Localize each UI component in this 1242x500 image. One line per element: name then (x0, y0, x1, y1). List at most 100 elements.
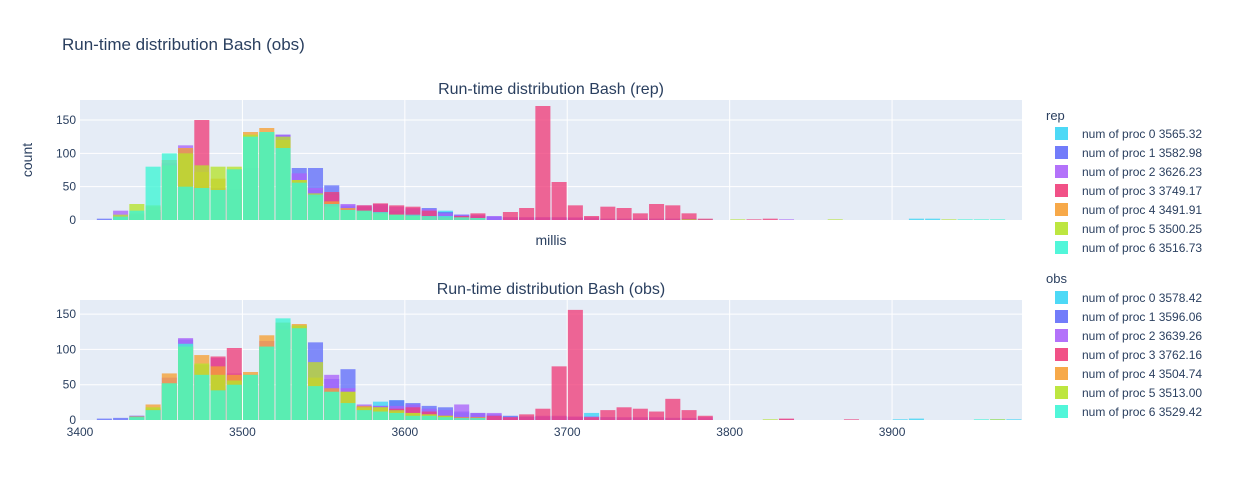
bar-obs-series-6[interactable] (324, 391, 340, 420)
bar-rep-series-1[interactable] (96, 218, 112, 220)
bar-obs-series-3[interactable] (486, 415, 502, 420)
bar-rep-series-6[interactable] (356, 210, 372, 220)
bar-rep-series-6[interactable] (178, 186, 194, 220)
legend-item-label[interactable]: num of proc 2 3639.26 (1082, 329, 1202, 343)
bar-obs-series-6[interactable] (145, 410, 161, 420)
bar-obs-series-6[interactable] (243, 374, 259, 420)
legend-swatch[interactable] (1055, 203, 1068, 216)
bar-rep-series-6[interactable] (226, 169, 242, 220)
bar-obs-series-6[interactable] (210, 390, 226, 420)
bar-rep-series-3[interactable] (584, 216, 600, 220)
bar-rep-series-3[interactable] (697, 218, 713, 220)
legend-item-label[interactable]: num of proc 6 3516.73 (1082, 241, 1202, 255)
bar-obs-series-3[interactable] (502, 417, 518, 420)
bar-rep-series-3[interactable] (519, 208, 535, 220)
legend-swatch[interactable] (1055, 165, 1068, 178)
bar-rep-series-3[interactable] (762, 218, 778, 220)
bar-obs-series-3[interactable] (665, 398, 681, 420)
bar-rep-series-3[interactable] (616, 208, 632, 220)
bar-obs-series-3[interactable] (649, 411, 665, 420)
bars-rep[interactable] (96, 106, 1006, 220)
bar-rep-series-2[interactable] (486, 216, 502, 220)
bar-obs-series-0[interactable] (908, 418, 924, 420)
bar-rep-series-5[interactable] (941, 219, 957, 220)
bar-rep-series-6[interactable] (210, 190, 226, 220)
bar-rep-series-6[interactable] (194, 188, 210, 220)
bar-rep-series-3[interactable] (746, 219, 762, 220)
bar-obs-series-6[interactable] (291, 328, 307, 420)
bar-obs-series-6[interactable] (129, 417, 145, 420)
bar-obs-series-3[interactable] (778, 418, 795, 420)
bar-obs-series-6[interactable] (259, 346, 275, 420)
bar-rep-series-3[interactable] (665, 205, 681, 220)
bar-obs-series-6[interactable] (226, 384, 242, 420)
bar-obs-series-6[interactable] (275, 318, 291, 420)
bar-rep-series-3[interactable] (567, 205, 583, 220)
bar-obs-series-0[interactable] (1006, 419, 1022, 420)
bar-obs-series-3[interactable] (551, 366, 567, 420)
legend-swatch[interactable] (1055, 184, 1068, 197)
bar-obs-series-6[interactable] (178, 343, 194, 420)
bar-obs-series-3[interactable] (697, 415, 713, 420)
bar-obs-series-6[interactable] (340, 403, 356, 420)
bar-rep-series-3[interactable] (551, 182, 567, 220)
bar-rep-series-3[interactable] (421, 210, 437, 220)
bar-rep-series-6[interactable] (421, 216, 437, 220)
bar-obs-series-6[interactable] (307, 386, 324, 420)
bar-rep-series-3[interactable] (632, 213, 648, 220)
bar-rep-series-6[interactable] (113, 216, 129, 220)
bar-rep-series-6[interactable] (324, 204, 340, 220)
bar-obs-series-2[interactable] (437, 410, 453, 420)
legend-swatch[interactable] (1055, 310, 1068, 323)
bar-obs-series-3[interactable] (600, 410, 616, 420)
bar-obs-series-6[interactable] (405, 415, 421, 420)
legend-item-label[interactable]: num of proc 5 3500.25 (1082, 222, 1202, 236)
bar-rep-series-0[interactable] (908, 218, 924, 220)
bar-rep-series-3[interactable] (535, 106, 551, 220)
bar-rep-series-6[interactable] (454, 217, 470, 220)
legend-item-label[interactable]: num of proc 5 3513.00 (1082, 386, 1202, 400)
legend-swatch[interactable] (1055, 386, 1068, 399)
bar-obs-series-6[interactable] (437, 417, 453, 420)
bar-rep-series-6[interactable] (957, 219, 973, 220)
bar-rep-series-6[interactable] (129, 210, 145, 220)
bar-rep-series-6[interactable] (307, 194, 324, 220)
bar-obs-series-3[interactable] (567, 309, 583, 420)
legend-item-label[interactable]: num of proc 2 3626.23 (1082, 165, 1202, 179)
bar-rep-series-0[interactable] (925, 218, 941, 220)
legend-swatch[interactable] (1055, 127, 1068, 140)
bar-obs-series-3[interactable] (584, 417, 600, 420)
legend-item-label[interactable]: num of proc 0 3565.32 (1082, 127, 1202, 141)
bar-obs-series-6[interactable] (389, 412, 405, 420)
bar-rep-series-6[interactable] (340, 210, 356, 220)
bar-rep-series-6[interactable] (161, 153, 177, 220)
bar-rep-series-6[interactable] (437, 216, 453, 220)
bar-rep-series-3[interactable] (600, 206, 616, 220)
bar-obs-series-1[interactable] (96, 418, 112, 420)
legend-item-label[interactable]: num of proc 3 3749.17 (1082, 184, 1202, 198)
legend-obs[interactable]: obs num of proc 0 3578.42 num of proc 1 3… (1046, 271, 1202, 419)
bar-rep-series-6[interactable] (243, 136, 259, 220)
bar-obs-series-0[interactable] (892, 419, 908, 420)
bar-rep-series-6[interactable] (291, 182, 307, 220)
bar-rep-series-3[interactable] (470, 213, 486, 220)
bar-obs-series-5[interactable] (990, 419, 1006, 420)
bar-rep-series-6[interactable] (990, 219, 1006, 220)
bar-obs-series-6[interactable] (356, 410, 372, 420)
bar-obs-series-1[interactable] (113, 417, 129, 420)
bar-obs-series-6[interactable] (973, 419, 989, 420)
bar-rep-series-6[interactable] (259, 132, 275, 220)
bar-obs-series-6[interactable] (470, 417, 486, 420)
bar-obs-series-6[interactable] (161, 383, 177, 420)
legend-swatch[interactable] (1055, 222, 1068, 235)
legend-item-label[interactable]: num of proc 4 3491.91 (1082, 203, 1202, 217)
legend-swatch[interactable] (1055, 405, 1068, 418)
bar-rep-series-6[interactable] (405, 214, 421, 220)
bar-rep-series-3[interactable] (502, 212, 518, 220)
bar-obs-series-2[interactable] (454, 404, 470, 420)
legend-swatch[interactable] (1055, 367, 1068, 380)
bar-obs-series-2[interactable] (470, 412, 486, 420)
bar-obs-series-6[interactable] (421, 415, 437, 420)
bar-rep-series-6[interactable] (973, 219, 989, 220)
bar-rep-series-6[interactable] (275, 148, 291, 220)
